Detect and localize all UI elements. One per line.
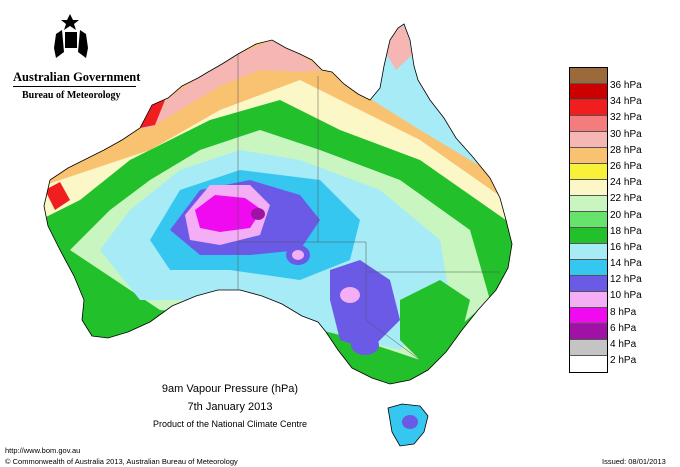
legend-label: 6 hPa xyxy=(610,322,637,334)
legend-swatch xyxy=(570,356,607,372)
legend-swatch xyxy=(570,244,607,260)
legend-label: 28 hPa xyxy=(610,144,642,156)
logo-divider xyxy=(13,86,136,87)
legend-swatch xyxy=(570,100,607,116)
map-date: 7th January 2013 xyxy=(187,401,273,413)
legend-label: 34 hPa xyxy=(610,96,642,108)
footer-copyright: © Commonwealth of Australia 2013, Austra… xyxy=(5,457,238,466)
legend-swatch xyxy=(570,276,607,292)
legend-label: 18 hPa xyxy=(610,225,642,237)
map-title: 9am Vapour Pressure (hPa) xyxy=(161,383,299,395)
legend-label: 36 hPa xyxy=(610,80,642,91)
legend-swatch xyxy=(570,116,607,132)
legend-label: 10 hPa xyxy=(610,290,642,302)
legend-swatch xyxy=(570,164,607,180)
legend-swatch xyxy=(570,324,607,340)
legend-swatch xyxy=(570,212,607,228)
legend-swatch xyxy=(570,228,607,244)
legend-swatch xyxy=(570,196,607,212)
legend-label: 26 hPa xyxy=(610,160,642,172)
legend-swatch xyxy=(570,180,607,196)
legend-swatch xyxy=(570,84,607,100)
legend-swatch xyxy=(570,340,607,356)
legend-swatch xyxy=(570,132,607,148)
legend-swatch xyxy=(570,148,607,164)
legend-label: 16 hPa xyxy=(610,241,642,253)
bureau-name: Bureau of Meteorology xyxy=(22,90,121,101)
legend-label: 22 hPa xyxy=(610,193,642,205)
map-product: Product of the National Climate Centre xyxy=(152,419,308,429)
legend-label: 20 hPa xyxy=(610,209,642,221)
coat-of-arms-icon xyxy=(54,14,88,58)
legend-label: 24 hPa xyxy=(610,177,642,189)
coastline xyxy=(43,23,513,385)
legend-label: 30 hPa xyxy=(610,128,642,140)
state-borders xyxy=(237,54,500,361)
logo: Australian Government Bureau of Meteorol… xyxy=(10,10,140,105)
legend-swatches xyxy=(569,67,608,373)
legend-label: 2 hPa xyxy=(610,355,637,367)
australia-mainland xyxy=(44,24,512,384)
legend-swatch xyxy=(570,68,607,84)
legend-label: 14 hPa xyxy=(610,258,642,270)
legend-label: 8 hPa xyxy=(610,306,637,318)
footer-issued: Issued: 08/01/2013 xyxy=(602,457,666,466)
legend-swatch xyxy=(570,260,607,276)
legend-label: 12 hPa xyxy=(610,274,642,286)
legend-swatch xyxy=(570,292,607,308)
legend-label: 4 hPa xyxy=(610,339,637,350)
legend-labels: 36 hPa 34 hPa 32 hPa 30 hPa 28 hPa 26 hPa 24 h… xyxy=(610,78,642,369)
government-name: Australian Government xyxy=(13,70,141,84)
footer-url[interactable]: http://www.bom.gov.au xyxy=(5,446,81,455)
legend-label: 32 hPa xyxy=(610,112,642,124)
legend-swatch xyxy=(570,308,607,324)
